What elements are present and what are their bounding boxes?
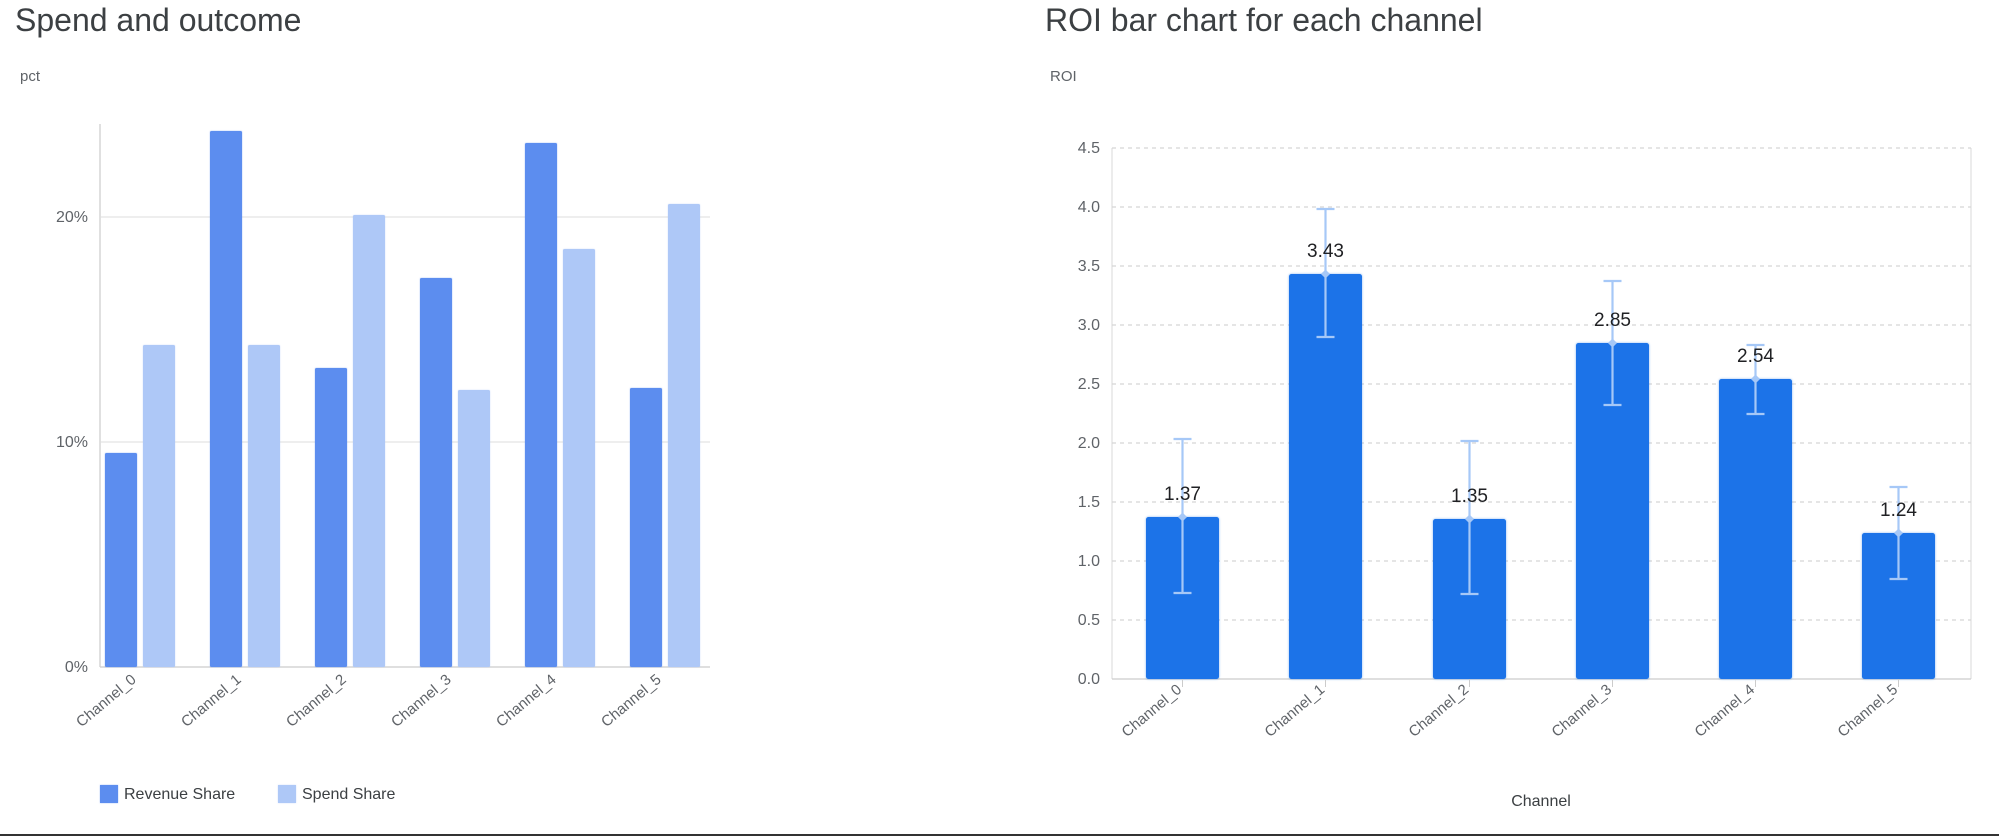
svg-text:1.35: 1.35 — [1451, 486, 1488, 507]
svg-text:Channel_2: Channel_2 — [1406, 681, 1473, 741]
svg-text:20%: 20% — [56, 209, 88, 226]
svg-text:Channel_4: Channel_4 — [1692, 681, 1759, 741]
svg-text:Channel_5: Channel_5 — [1835, 681, 1902, 741]
svg-text:Spend Share: Spend Share — [302, 786, 396, 803]
svg-text:Channel_5: Channel_5 — [598, 671, 665, 731]
svg-text:4.0: 4.0 — [1078, 199, 1100, 216]
svg-text:2.5: 2.5 — [1078, 376, 1100, 393]
svg-text:3.43: 3.43 — [1307, 241, 1344, 262]
svg-text:3.0: 3.0 — [1078, 317, 1100, 334]
svg-text:2.54: 2.54 — [1737, 346, 1774, 367]
svg-text:Channel_1: Channel_1 — [1262, 681, 1329, 741]
svg-text:Channel_0: Channel_0 — [73, 671, 140, 731]
svg-text:1.37: 1.37 — [1164, 484, 1201, 505]
svg-text:Channel: Channel — [1511, 793, 1571, 810]
svg-text:0.5: 0.5 — [1078, 612, 1100, 629]
svg-text:Channel_2: Channel_2 — [283, 671, 350, 731]
svg-text:Channel_3: Channel_3 — [1549, 681, 1616, 741]
svg-text:3.5: 3.5 — [1078, 258, 1100, 275]
svg-text:Revenue Share: Revenue Share — [124, 786, 235, 803]
svg-text:1.0: 1.0 — [1078, 553, 1100, 570]
svg-text:1.5: 1.5 — [1078, 494, 1100, 511]
svg-text:Channel_3: Channel_3 — [388, 671, 455, 731]
svg-text:Channel_0: Channel_0 — [1119, 681, 1186, 741]
svg-text:Channel_1: Channel_1 — [178, 671, 245, 731]
svg-text:4.5: 4.5 — [1078, 140, 1100, 157]
svg-text:10%: 10% — [56, 434, 88, 451]
svg-text:2.0: 2.0 — [1078, 435, 1100, 452]
svg-text:0%: 0% — [65, 659, 88, 676]
svg-text:2.85: 2.85 — [1594, 310, 1631, 331]
svg-text:Channel_4: Channel_4 — [493, 671, 560, 731]
svg-text:0.0: 0.0 — [1078, 671, 1100, 688]
svg-text:1.24: 1.24 — [1880, 500, 1917, 521]
